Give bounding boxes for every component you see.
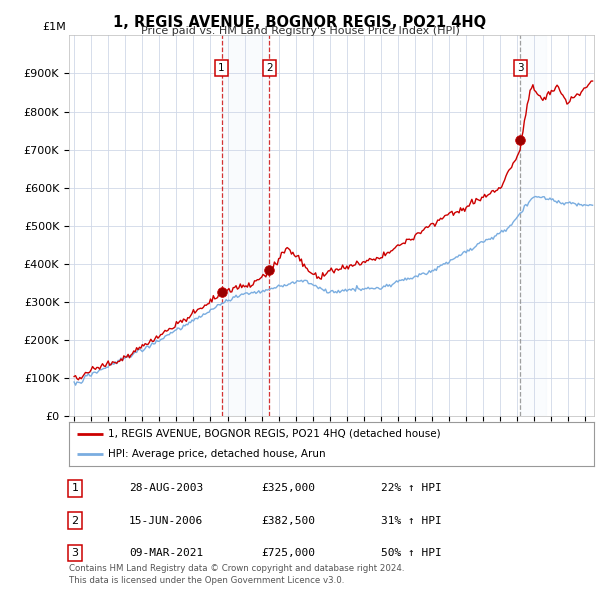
Text: 50% ↑ HPI: 50% ↑ HPI xyxy=(381,548,442,558)
Text: 15-JUN-2006: 15-JUN-2006 xyxy=(129,516,203,526)
Text: 1, REGIS AVENUE, BOGNOR REGIS, PO21 4HQ: 1, REGIS AVENUE, BOGNOR REGIS, PO21 4HQ xyxy=(113,15,487,30)
Bar xyxy=(221,35,269,416)
Text: 22% ↑ HPI: 22% ↑ HPI xyxy=(381,483,442,493)
Text: 09-MAR-2021: 09-MAR-2021 xyxy=(129,548,203,558)
Text: £325,000: £325,000 xyxy=(261,483,315,493)
Text: £1M: £1M xyxy=(43,22,67,32)
Text: Price paid vs. HM Land Registry's House Price Index (HPI): Price paid vs. HM Land Registry's House … xyxy=(140,26,460,36)
Text: HPI: Average price, detached house, Arun: HPI: Average price, detached house, Arun xyxy=(109,449,326,459)
Text: 1: 1 xyxy=(218,63,225,73)
Text: 1: 1 xyxy=(71,483,79,493)
Text: 3: 3 xyxy=(71,548,79,558)
Text: £382,500: £382,500 xyxy=(261,516,315,526)
Text: 28-AUG-2003: 28-AUG-2003 xyxy=(129,483,203,493)
Text: £725,000: £725,000 xyxy=(261,548,315,558)
Text: 2: 2 xyxy=(266,63,273,73)
Text: 3: 3 xyxy=(517,63,524,73)
Text: 1, REGIS AVENUE, BOGNOR REGIS, PO21 4HQ (detached house): 1, REGIS AVENUE, BOGNOR REGIS, PO21 4HQ … xyxy=(109,429,441,439)
Text: 2: 2 xyxy=(71,516,79,526)
Text: Contains HM Land Registry data © Crown copyright and database right 2024.
This d: Contains HM Land Registry data © Crown c… xyxy=(69,565,404,585)
Text: 31% ↑ HPI: 31% ↑ HPI xyxy=(381,516,442,526)
Bar xyxy=(520,35,546,416)
